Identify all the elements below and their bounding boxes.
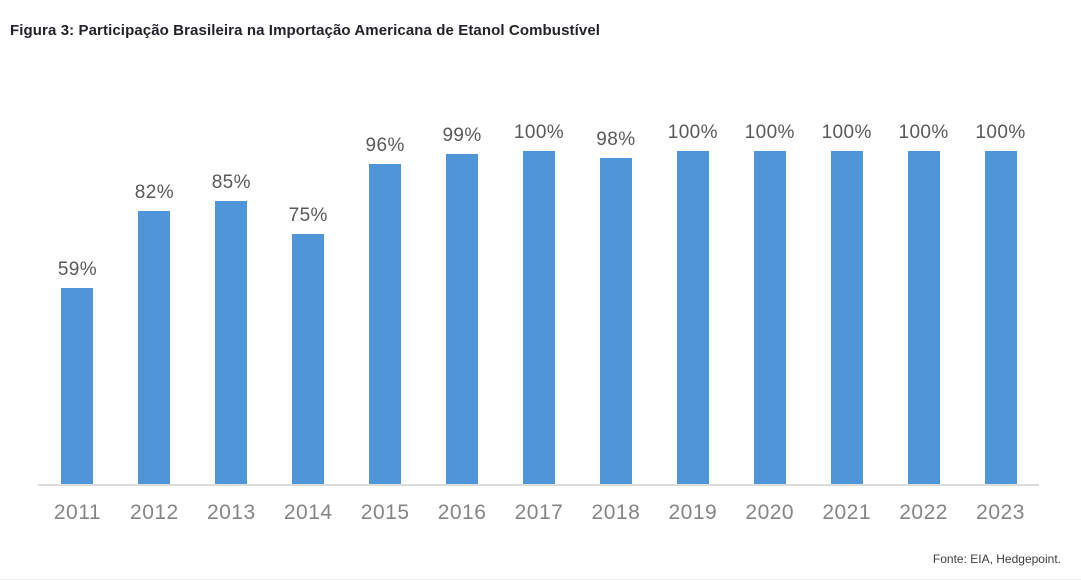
bar-2014	[292, 234, 325, 484]
bar-2015	[369, 164, 402, 484]
x-tick-2017: 2017	[514, 501, 564, 524]
bar-value-label: 99%	[442, 125, 482, 146]
x-tick-2014: 2014	[283, 501, 333, 524]
bar-2020	[753, 151, 786, 484]
bar-2023	[984, 151, 1017, 484]
bar-column-2011: 59%	[39, 259, 116, 484]
bar-column-2016: 99%	[424, 125, 501, 484]
bar-2019	[676, 151, 709, 484]
bar-value-label: 100%	[975, 122, 1026, 143]
bar-2013	[215, 201, 248, 484]
bar-chart-plot-area: 59% 82% 85% 75% 96% 99% 100% 98% 100% 100% 100% 100…	[39, 0, 1039, 484]
bar-column-2019: 100%	[654, 122, 731, 484]
bar-column-2013: 85%	[193, 172, 270, 484]
x-tick-2015: 2015	[360, 501, 410, 524]
bar-value-label: 100%	[821, 122, 872, 143]
x-tick-2016: 2016	[437, 501, 487, 524]
bar-value-label: 96%	[365, 135, 405, 156]
bar-value-label: 100%	[744, 122, 795, 143]
bar-value-label: 85%	[211, 172, 251, 193]
bar-column-2017: 100%	[501, 122, 578, 484]
bar-2011	[61, 288, 94, 484]
x-tick-2018: 2018	[591, 501, 641, 524]
x-tick-2012: 2012	[130, 501, 179, 524]
figure-title: Figura 3: Participação Brasileira na Imp…	[10, 22, 601, 39]
bar-2012	[138, 211, 171, 484]
bar-column-2022: 100%	[885, 122, 962, 484]
source-note: Fonte: EIA, Hedgepoint.	[932, 552, 1061, 566]
x-tick-2019: 2019	[668, 501, 718, 524]
x-tick-2023: 2023	[976, 501, 1025, 524]
bar-column-2018: 98%	[577, 129, 654, 484]
bar-column-2014: 75%	[270, 205, 347, 484]
bar-2017	[522, 151, 555, 484]
bar-value-label: 82%	[134, 182, 174, 203]
x-axis-line	[38, 484, 1039, 486]
bar-column-2015: 96%	[347, 135, 424, 484]
bar-2022	[907, 151, 940, 484]
x-tick-2013: 2013	[206, 501, 256, 524]
bar-2016	[446, 154, 479, 484]
bar-column-2012: 82%	[116, 182, 193, 484]
x-tick-2022: 2022	[899, 501, 948, 524]
bar-value-label: 100%	[898, 122, 949, 143]
bar-value-label: 100%	[667, 122, 718, 143]
bar-value-label: 100%	[513, 122, 565, 143]
x-tick-2011: 2011	[53, 501, 102, 524]
bar-2021	[830, 151, 863, 484]
bar-column-2020: 100%	[731, 122, 808, 484]
bar-column-2023: 100%	[962, 122, 1039, 484]
bar-value-label: 75%	[288, 205, 328, 226]
bar-value-label: 59%	[57, 259, 98, 280]
x-axis-labels: 2011 2012 2013 2014 2015 2016 2017 2018 2019 2020…	[39, 501, 1039, 525]
bar-value-label: 98%	[596, 129, 636, 150]
bar-column-2021: 100%	[808, 122, 885, 484]
x-tick-2021: 2021	[822, 501, 872, 524]
bar-2018	[599, 158, 632, 484]
x-tick-2020: 2020	[745, 501, 795, 524]
